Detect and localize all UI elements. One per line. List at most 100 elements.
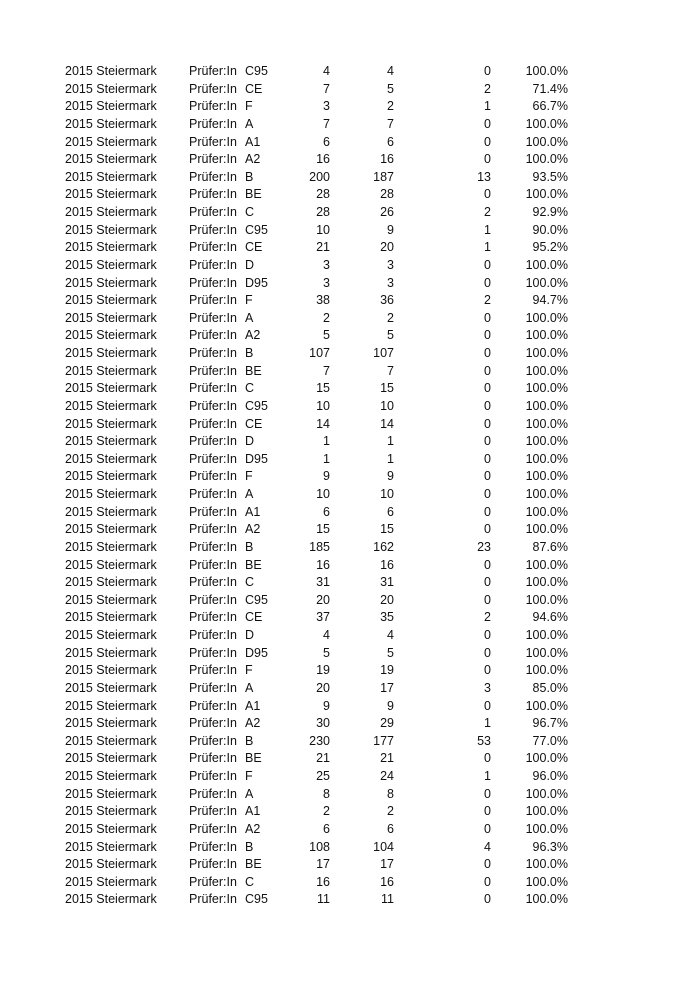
count-total-cell: 200	[309, 169, 330, 184]
year-region-cell: 2015 Steiermark	[65, 857, 157, 872]
role-cell: Prüfer:In	[189, 786, 237, 801]
role-cell: Prüfer:In	[189, 680, 237, 695]
count-passed-cell: 107	[373, 346, 394, 360]
count-total-cell: 38	[316, 293, 330, 308]
license-class-cell: C95	[245, 64, 268, 78]
role-cell: Prüfer:In	[189, 628, 237, 642]
count-total-cell: 28	[316, 187, 330, 202]
role-cell: Prüfer:In	[189, 539, 237, 554]
year-region-cell: 2015 Steiermark	[65, 381, 157, 396]
count-total-cell: 21	[316, 751, 330, 766]
table-row: 2015 Steiermark Prüfer:In A2 15 15 0 100.0%	[0, 521, 700, 539]
count-failed-cell: 1	[484, 240, 491, 255]
year-region-cell: 2015 Steiermark	[65, 539, 157, 554]
role-cell: Prüfer:In	[189, 522, 237, 537]
count-passed-cell: 19	[380, 663, 394, 678]
count-failed-cell: 0	[484, 328, 491, 343]
table-row: 2015 Steiermark Prüfer:In C95 20 20 0 100.0%	[0, 592, 700, 610]
license-class-cell: BE	[245, 857, 262, 872]
count-failed-cell: 2	[484, 610, 491, 625]
role-cell: Prüfer:In	[189, 257, 237, 272]
license-class-cell: D95	[245, 275, 268, 290]
count-failed-cell: 0	[484, 751, 491, 766]
table-row: 2015 Steiermark Prüfer:In BE 28 28 0 100.0%	[0, 186, 700, 204]
year-region-cell: 2015 Steiermark	[65, 786, 157, 801]
license-class-cell: B	[245, 839, 254, 854]
count-passed-cell: 21	[380, 751, 394, 766]
role-cell: Prüfer:In	[189, 398, 237, 413]
role-cell: Prüfer:In	[189, 663, 237, 678]
count-passed-cell: 4	[387, 64, 394, 78]
count-failed-cell: 13	[477, 169, 491, 184]
count-failed-cell: 2	[484, 293, 491, 308]
license-class-cell: F	[245, 769, 253, 783]
table-row: 2015 Steiermark Prüfer:In A1 6 6 0 100.0%	[0, 134, 700, 152]
count-failed-cell: 0	[484, 557, 491, 572]
pass-rate-cell: 71.4%	[532, 81, 568, 96]
year-region-cell: 2015 Steiermark	[65, 398, 157, 413]
year-region-cell: 2015 Steiermark	[65, 222, 157, 237]
pass-rate-cell: 100.0%	[525, 804, 568, 819]
year-region-cell: 2015 Steiermark	[65, 240, 157, 255]
pass-rate-cell: 85.0%	[532, 680, 568, 695]
year-region-cell: 2015 Steiermark	[65, 328, 157, 343]
role-cell: Prüfer:In	[189, 99, 237, 114]
count-total-cell: 2	[323, 310, 330, 325]
count-total-cell: 3	[323, 275, 330, 290]
table-row: 2015 Steiermark Prüfer:In C 28 26 2 92.9%	[0, 204, 700, 222]
license-class-cell: B	[245, 539, 254, 554]
role-cell: Prüfer:In	[189, 733, 237, 748]
role-cell: Prüfer:In	[189, 645, 237, 660]
table-row: 2015 Steiermark Prüfer:In F 9 9 0 100.0%	[0, 468, 700, 486]
count-passed-cell: 2	[387, 804, 394, 819]
license-class-cell: A1	[245, 134, 261, 149]
count-total-cell: 10	[316, 398, 330, 413]
table-row: 2015 Steiermark Prüfer:In BE 16 16 0 100.0%	[0, 557, 700, 575]
role-cell: Prüfer:In	[189, 346, 237, 360]
year-region-cell: 2015 Steiermark	[65, 892, 157, 907]
table-row: 2015 Steiermark Prüfer:In BE 21 21 0 100.0%	[0, 750, 700, 768]
role-cell: Prüfer:In	[189, 610, 237, 625]
count-total-cell: 19	[316, 663, 330, 678]
count-passed-cell: 15	[380, 381, 394, 396]
license-class-cell: C	[245, 205, 255, 219]
pass-rate-cell: 66.7%	[532, 99, 568, 114]
pass-rate-cell: 100.0%	[525, 663, 568, 678]
count-failed-cell: 0	[484, 381, 491, 396]
pass-rate-cell: 100.0%	[525, 328, 568, 343]
year-region-cell: 2015 Steiermark	[65, 310, 157, 325]
year-region-cell: 2015 Steiermark	[65, 487, 157, 501]
table-row: 2015 Steiermark Prüfer:In A1 2 2 0 100.0%	[0, 803, 700, 821]
count-passed-cell: 162	[373, 539, 394, 554]
license-class-cell: CE	[245, 416, 263, 431]
count-passed-cell: 8	[387, 786, 394, 801]
count-passed-cell: 28	[380, 187, 394, 202]
table-row: 2015 Steiermark Prüfer:In CE 7 5 2 71.4%	[0, 81, 700, 99]
role-cell: Prüfer:In	[189, 892, 237, 907]
table-row: 2015 Steiermark Prüfer:In B 200 187 13 93.5%	[0, 169, 700, 187]
license-class-cell: A2	[245, 522, 261, 537]
table-row: 2015 Steiermark Prüfer:In D95 5 5 0 100.0%	[0, 645, 700, 663]
year-region-cell: 2015 Steiermark	[65, 733, 157, 748]
count-total-cell: 1	[323, 434, 330, 449]
count-passed-cell: 7	[387, 116, 394, 131]
count-failed-cell: 0	[484, 134, 491, 149]
role-cell: Prüfer:In	[189, 328, 237, 343]
count-failed-cell: 2	[484, 81, 491, 96]
year-region-cell: 2015 Steiermark	[65, 293, 157, 308]
count-total-cell: 25	[316, 769, 330, 783]
year-region-cell: 2015 Steiermark	[65, 592, 157, 607]
table-row: 2015 Steiermark Prüfer:In C 31 31 0 100.0%	[0, 574, 700, 592]
pass-rate-cell: 100.0%	[525, 698, 568, 713]
count-total-cell: 185	[309, 539, 330, 554]
pass-rate-cell: 100.0%	[525, 116, 568, 131]
pass-rate-cell: 100.0%	[525, 257, 568, 272]
license-class-cell: A	[245, 786, 254, 801]
count-total-cell: 6	[323, 134, 330, 149]
count-failed-cell: 0	[484, 116, 491, 131]
pass-rate-cell: 77.0%	[532, 733, 568, 748]
count-failed-cell: 0	[484, 310, 491, 325]
year-region-cell: 2015 Steiermark	[65, 663, 157, 678]
count-total-cell: 1	[323, 451, 330, 466]
table-row: 2015 Steiermark Prüfer:In F 3 2 1 66.7%	[0, 98, 700, 116]
